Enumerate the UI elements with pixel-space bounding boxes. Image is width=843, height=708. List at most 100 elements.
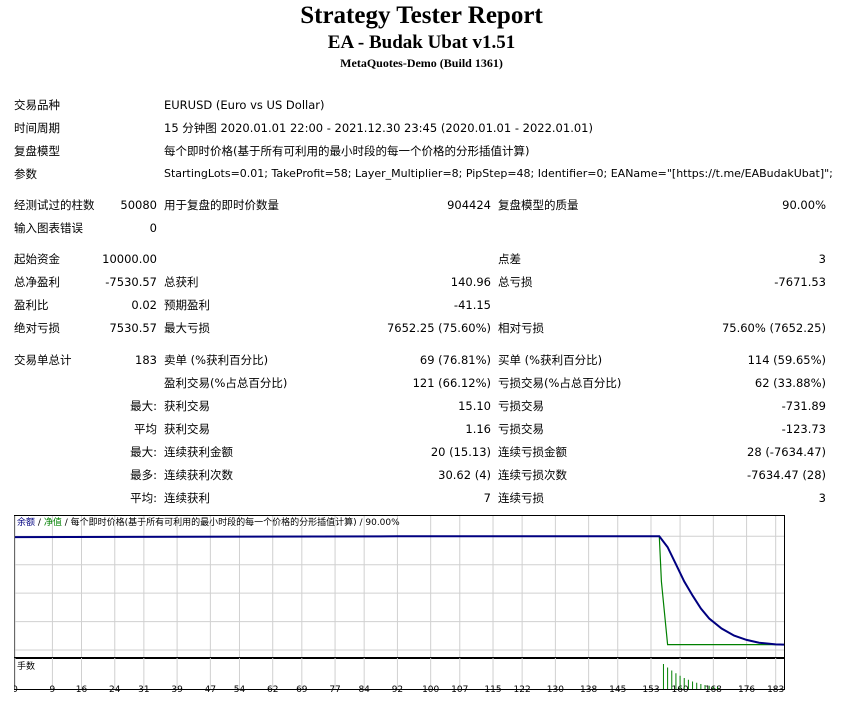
x-tick-label: 130 xyxy=(547,685,564,692)
x-tick-label: 100 xyxy=(422,685,439,692)
main-panel-frame xyxy=(14,515,785,658)
gross-loss-value: -7671.53 xyxy=(774,275,826,289)
largest-profit-label: 获利交易 xyxy=(164,399,210,413)
relative-drawdown-label: 相对亏损 xyxy=(498,321,544,335)
absolute-drawdown-value: 7530.57 xyxy=(109,321,157,335)
max-drawdown-value: 7652.25 (75.60%) xyxy=(386,321,491,335)
period-value: 15 分钟图 2020.01.01 22:00 - 2021.12.30 23:… xyxy=(164,121,593,135)
errors-label: 输入图表错误 xyxy=(14,221,83,235)
expected-payoff-value: -41.15 xyxy=(453,298,491,312)
x-tick-label: 153 xyxy=(642,685,659,692)
x-tick-label: 145 xyxy=(609,685,626,692)
loss-trades-label: 亏损交易(%占总百分比) xyxy=(498,376,622,390)
total-trades-value: 183 xyxy=(135,353,157,367)
largest-loss-value: -731.89 xyxy=(781,399,826,413)
average-loss-label: 亏损交易 xyxy=(498,422,544,436)
profit-factor-value: 0.02 xyxy=(131,298,157,312)
legend-sep: / xyxy=(37,518,41,528)
maximal-consec-loss-label: 连续亏损次数 xyxy=(498,468,567,482)
loss-trades-value: 62 (33.88%) xyxy=(754,376,826,390)
gross-loss-label: 总亏损 xyxy=(498,275,533,289)
ticks-label: 用于复盘的即时价数量 xyxy=(164,198,279,212)
avg-consec-wins-value: 7 xyxy=(483,491,491,505)
absolute-drawdown-label: 绝对亏损 xyxy=(14,321,60,335)
x-tick-label: 69 xyxy=(296,685,308,692)
maximal-prefix: 最多: xyxy=(130,468,157,482)
avg-prefix: 平均: xyxy=(130,491,157,505)
maximal-consec-profit-value: 30.62 (4) xyxy=(438,468,491,482)
x-tick-label: 107 xyxy=(451,685,468,692)
x-tick-label: 39 xyxy=(171,685,183,692)
errors-value: 0 xyxy=(149,221,157,235)
legend-balance: 余额 xyxy=(17,518,36,528)
bars-value: 50080 xyxy=(120,198,157,212)
max-consec-wins-label: 连续获利金额 xyxy=(164,445,233,459)
symbol-label: 交易品种 xyxy=(14,98,60,112)
x-tick-label: 54 xyxy=(234,685,246,692)
average-profit-label: 获利交易 xyxy=(164,422,210,436)
avg-consec-losses-label: 连续亏损 xyxy=(498,491,544,505)
balance-chart: 1005880656073408020880916243139475462697… xyxy=(14,515,787,692)
period-label: 时间周期 xyxy=(14,121,60,135)
x-tick-label: 138 xyxy=(580,685,597,692)
quality-label: 复盘模型的质量 xyxy=(498,198,579,212)
x-tick-label: 31 xyxy=(138,685,149,692)
spread-value: 3 xyxy=(818,252,826,266)
model-value: 每个即时价格(基于所有可利用的最小时段的每一个价格的分形插值计算) xyxy=(164,144,530,158)
spread-label: 点差 xyxy=(498,252,521,266)
short-positions-label: 卖单 (%获利百分比) xyxy=(164,353,269,367)
max-consec-losses-label: 连续亏损金额 xyxy=(498,445,567,459)
expected-payoff-label: 预期盈利 xyxy=(164,298,210,312)
x-tick-label: 84 xyxy=(358,685,370,692)
avg-consec-wins-label: 连续获利 xyxy=(164,491,210,505)
x-tick-label: 9 xyxy=(50,685,56,692)
largest-prefix: 最大: xyxy=(130,399,157,413)
deposit-label: 起始资金 xyxy=(14,252,60,266)
deposit-value: 10000.00 xyxy=(102,252,157,266)
chart-legend: 余额 / 净值 / 每个即时价格(基于所有可利用的最小时段的每一个价格的分形插值… xyxy=(17,518,400,528)
x-tick-label: 77 xyxy=(329,685,340,692)
x-tick-label: 16 xyxy=(76,685,88,692)
x-tick-label: 122 xyxy=(514,685,531,692)
short-positions-value: 69 (76.81%) xyxy=(419,353,491,367)
profit-trades-label: 盈利交易(%占总百分比) xyxy=(164,376,288,390)
largest-profit-value: 15.10 xyxy=(458,399,491,413)
largest-loss-label: 亏损交易 xyxy=(498,399,544,413)
x-tick-label: 183 xyxy=(767,685,784,692)
quality-value: 90.00% xyxy=(782,198,826,212)
avg-consec-losses-value: 3 xyxy=(818,491,826,505)
report-title: Strategy Tester Report xyxy=(300,2,543,29)
long-positions-label: 买单 (%获利百分比) xyxy=(498,353,603,367)
params-value: StartingLots=0.01; TakeProfit=58; Layer_… xyxy=(164,167,833,180)
max-drawdown-label: 最大亏损 xyxy=(164,321,210,335)
x-tick-label: 24 xyxy=(109,685,121,692)
legend-rest: / 每个即时价格(基于所有可利用的最小时段的每一个价格的分形插值计算) / 90… xyxy=(64,518,400,528)
bars-label: 经测试过的柱数 xyxy=(14,198,95,212)
max-prefix: 最大: xyxy=(130,445,157,459)
volume-label: 手数 xyxy=(17,662,36,672)
params-label: 参数 xyxy=(14,167,37,181)
profit-trades-value: 121 (66.12%) xyxy=(412,376,491,390)
net-profit-label: 总净盈利 xyxy=(14,275,60,289)
legend-equity: 净值 xyxy=(43,518,62,528)
balance-chart-svg: 1005880656073408020880916243139475462697… xyxy=(14,515,785,692)
gross-profit-label: 总获利 xyxy=(164,275,199,289)
model-label: 复盘模型 xyxy=(14,144,60,158)
ea-name: EA - Budak Ubat v1.51 xyxy=(327,32,516,53)
server-build: MetaQuotes-Demo (Build 1361) xyxy=(340,56,503,70)
maximal-consec-loss-value: -7634.47 (28) xyxy=(747,468,826,482)
average-profit-value: 1.16 xyxy=(465,422,491,436)
balance-line xyxy=(14,535,785,646)
maximal-consec-profit-label: 连续获利次数 xyxy=(164,468,233,482)
total-trades-label: 交易单总计 xyxy=(14,353,72,367)
x-tick-label: 0 xyxy=(14,685,18,692)
max-consec-losses-value: 28 (-7634.47) xyxy=(747,445,826,459)
x-tick-label: 115 xyxy=(484,685,501,692)
x-tick-label: 92 xyxy=(392,685,403,692)
x-tick-label: 176 xyxy=(738,685,755,692)
max-consec-wins-value: 20 (15.13) xyxy=(430,445,491,459)
gross-profit-value: 140.96 xyxy=(450,275,491,289)
relative-drawdown-value: 75.60% (7652.25) xyxy=(721,321,826,335)
symbol-value: EURUSD (Euro vs US Dollar) xyxy=(164,98,325,112)
average-prefix: 平均 xyxy=(134,422,157,436)
